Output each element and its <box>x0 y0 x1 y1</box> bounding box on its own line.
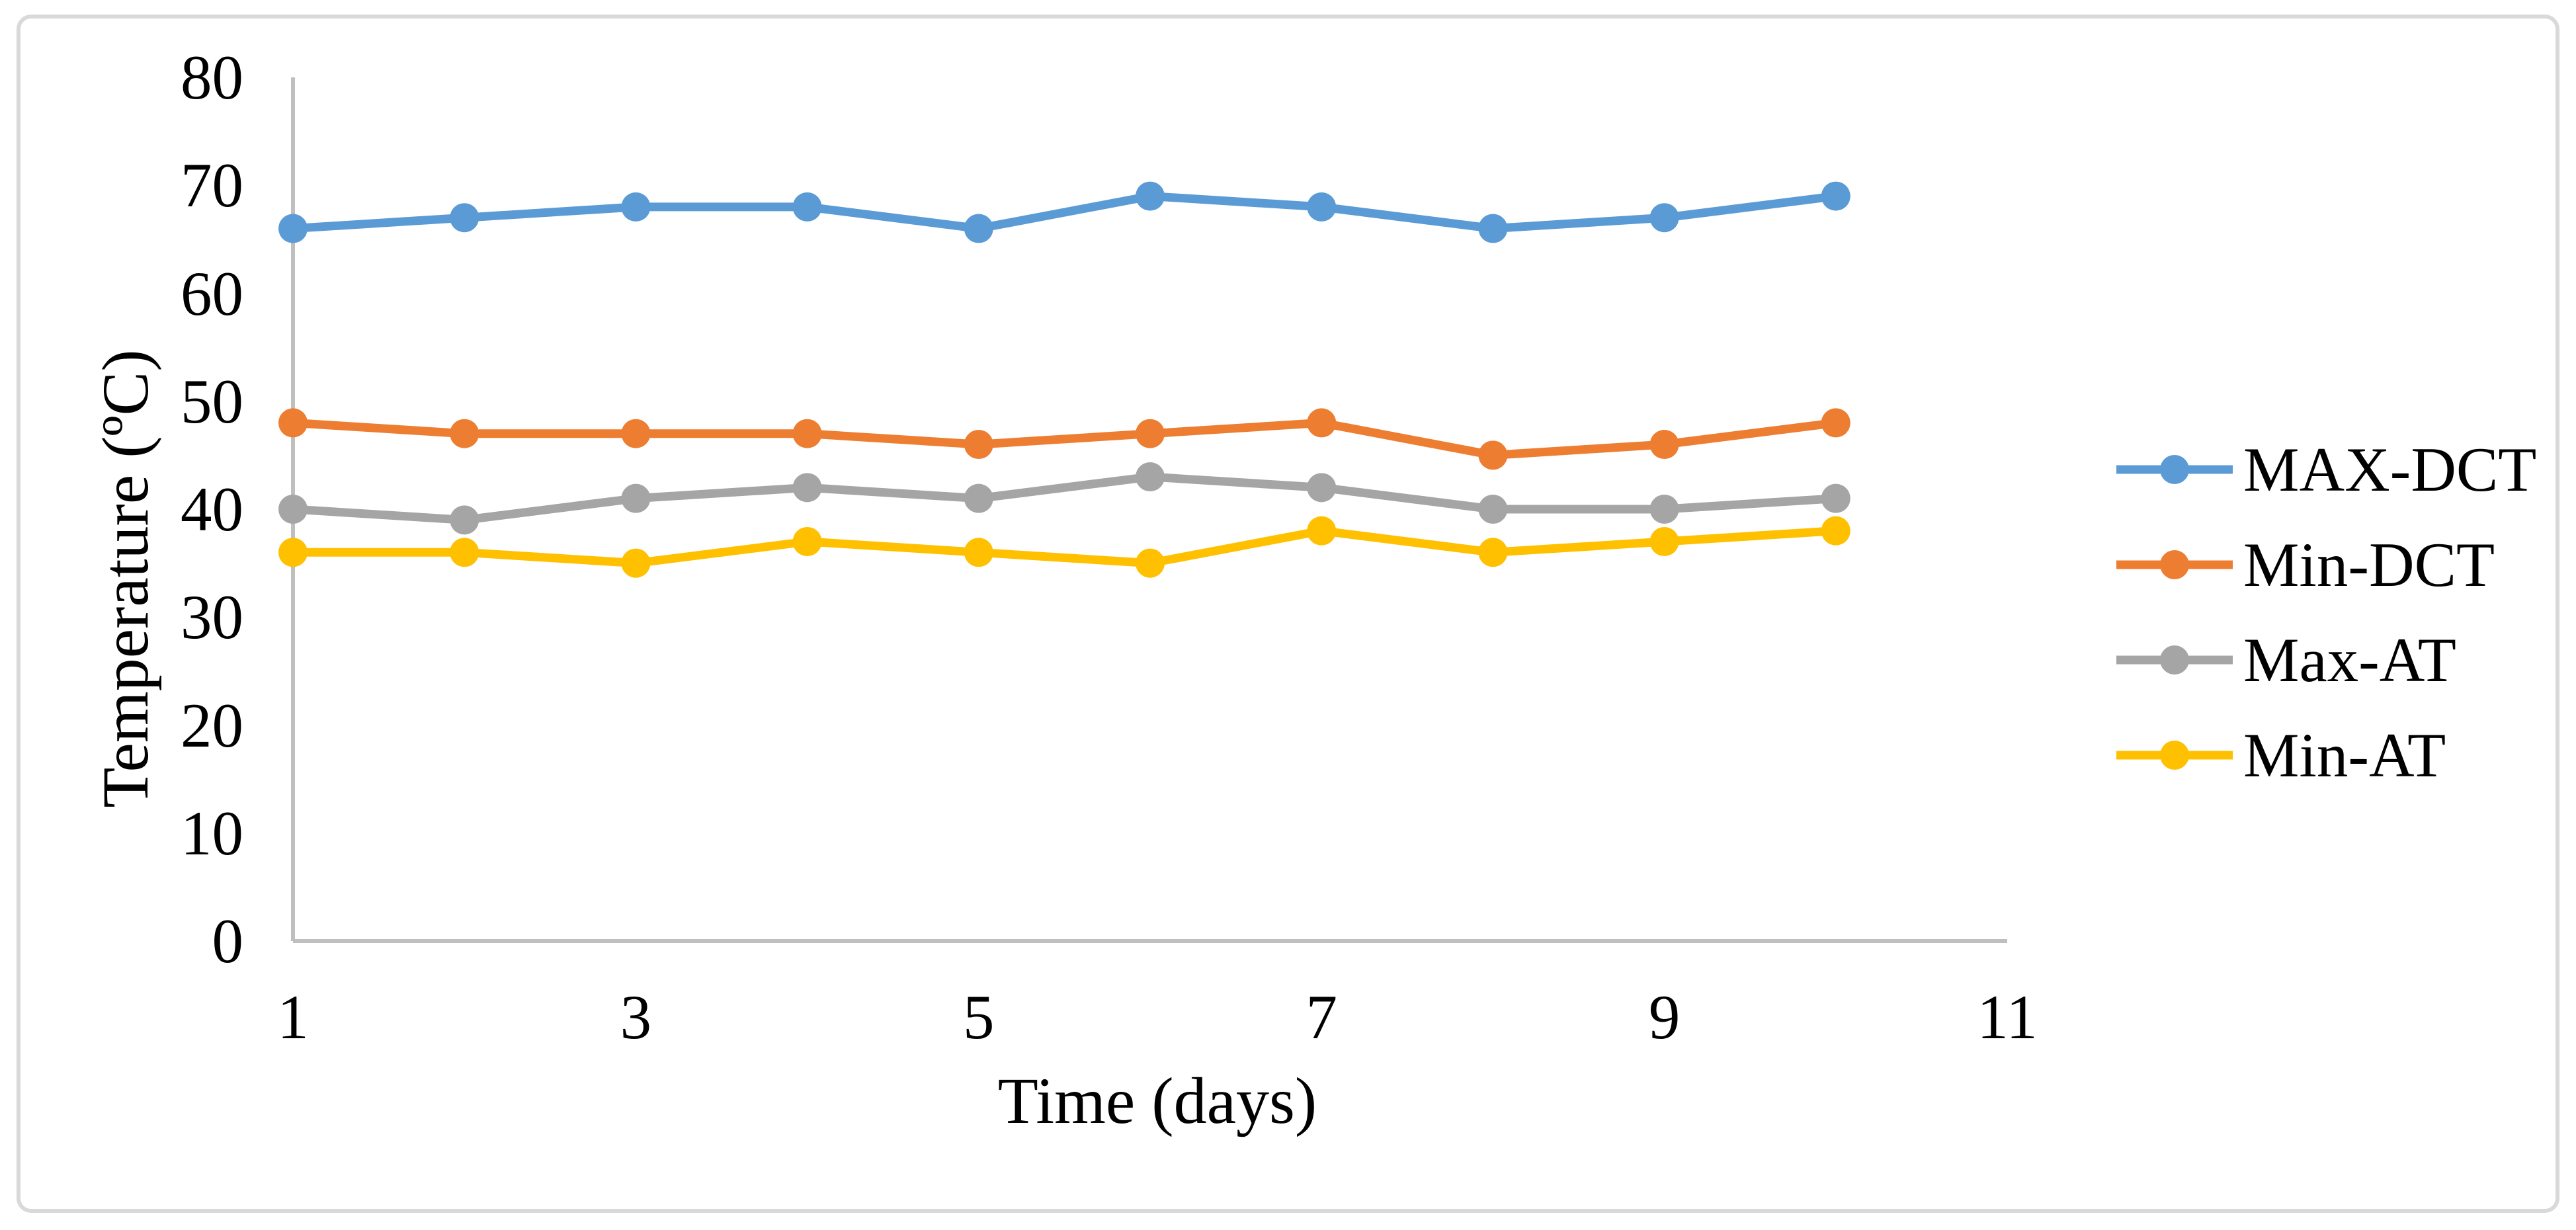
x-tick-label-3: 3 <box>620 982 652 1052</box>
data-point-Max-AT-day10 <box>1821 483 1850 513</box>
data-point-Min-DCT-day7 <box>1307 408 1337 438</box>
data-point-Max-AT-day8 <box>1478 495 1508 524</box>
y-tick-label-60: 60 <box>181 258 243 329</box>
legend-marker-icon <box>2160 550 2189 579</box>
legend-label: Min-DCT <box>2243 530 2495 600</box>
data-point-Max-AT-day3 <box>621 483 651 513</box>
y-tick-label-10: 10 <box>181 798 243 868</box>
legend-marker-icon <box>2160 645 2189 675</box>
data-point-Min-DCT-day10 <box>1821 408 1850 438</box>
data-point-Min-AT-day8 <box>1478 538 1508 567</box>
data-point-Min-AT-day4 <box>792 526 822 556</box>
y-tick-label-30: 30 <box>181 582 243 653</box>
data-point-Min-AT-day2 <box>450 538 479 567</box>
data-point-Min-AT-day9 <box>1649 526 1679 556</box>
y-tick-label-0: 0 <box>212 906 244 976</box>
data-point-Min-AT-day10 <box>1821 516 1850 546</box>
data-point-Min-DCT-day8 <box>1478 440 1508 470</box>
legend-swatch-Max-AT <box>2116 645 2233 675</box>
legend-swatch-Min-AT <box>2116 741 2233 770</box>
data-point-Min-AT-day1 <box>278 538 308 567</box>
data-point-Min-DCT-day2 <box>450 419 479 448</box>
y-axis-tick-labels: 0 10 20 30 40 50 60 70 80 <box>0 0 243 1230</box>
data-point-Min-AT-day5 <box>964 538 993 567</box>
data-point-Min-AT-day7 <box>1307 516 1337 546</box>
data-point-Min-DCT-day4 <box>792 419 822 448</box>
x-tick-label-7: 7 <box>1306 982 1337 1052</box>
data-point-MAX-DCT-day8 <box>1478 214 1508 243</box>
y-tick-label-80: 80 <box>181 42 243 112</box>
data-point-Max-AT-day7 <box>1307 473 1337 503</box>
legend-item-Min-DCT: Min-DCT <box>2115 517 2536 612</box>
data-point-Max-AT-day4 <box>792 473 822 503</box>
legend-label: Min-AT <box>2243 720 2446 790</box>
legend-item-Min-AT: Min-AT <box>2115 708 2536 803</box>
data-point-Max-AT-day9 <box>1649 495 1679 524</box>
series-line-MAX-DCT <box>288 192 1841 233</box>
legend-label: Max-AT <box>2243 625 2456 695</box>
data-point-MAX-DCT-day9 <box>1649 203 1679 233</box>
y-tick-label-40: 40 <box>181 474 243 544</box>
data-point-Max-AT-day1 <box>278 495 308 524</box>
legend-item-Max-AT: Max-AT <box>2115 612 2536 708</box>
data-point-MAX-DCT-day10 <box>1821 181 1850 211</box>
x-tick-label-11: 11 <box>1977 982 2038 1052</box>
legend-marker-icon <box>2160 741 2189 770</box>
data-point-Min-DCT-day3 <box>621 419 651 448</box>
data-point-MAX-DCT-day6 <box>1136 181 1165 211</box>
legend-item-MAX-DCT: MAX-DCT <box>2115 422 2536 517</box>
legend-swatch-Min-DCT <box>2116 550 2233 579</box>
data-point-MAX-DCT-day3 <box>621 192 651 222</box>
legend-marker-icon <box>2160 455 2189 484</box>
x-tick-label-9: 9 <box>1648 982 1681 1052</box>
legend-label: MAX-DCT <box>2243 434 2537 505</box>
series-line-Min-DCT <box>288 418 1841 460</box>
data-point-Min-DCT-day1 <box>278 408 308 438</box>
data-point-Min-DCT-day6 <box>1136 419 1165 448</box>
legend: MAX-DCT Min-DCT Max-AT Min-AT <box>2115 422 2536 803</box>
data-point-MAX-DCT-day7 <box>1307 192 1337 222</box>
data-point-MAX-DCT-day1 <box>278 214 308 243</box>
data-point-MAX-DCT-day5 <box>964 214 993 243</box>
series-line-Min-AT <box>288 526 1841 568</box>
data-point-Min-DCT-day9 <box>1649 430 1679 460</box>
y-tick-label-70: 70 <box>181 150 243 221</box>
y-axis-title: Temperature (ºC) <box>89 349 162 808</box>
data-point-Max-AT-day5 <box>964 483 993 513</box>
data-point-MAX-DCT-day4 <box>792 192 822 222</box>
x-tick-label-1: 1 <box>277 982 309 1052</box>
y-tick-label-20: 20 <box>181 690 243 760</box>
series-line-Max-AT <box>288 472 1841 524</box>
data-point-Min-DCT-day5 <box>964 430 993 460</box>
x-tick-label-5: 5 <box>963 982 995 1052</box>
legend-swatch-MAX-DCT <box>2116 455 2233 484</box>
y-tick-label-50: 50 <box>181 366 243 436</box>
x-axis-title: Time (days) <box>997 1064 1317 1137</box>
data-point-Min-AT-day6 <box>1136 548 1165 578</box>
figure-border <box>17 15 2559 1213</box>
data-point-Max-AT-day2 <box>450 505 479 535</box>
data-point-Min-AT-day3 <box>621 548 651 578</box>
data-point-MAX-DCT-day2 <box>450 203 479 233</box>
data-point-Max-AT-day6 <box>1136 462 1165 492</box>
